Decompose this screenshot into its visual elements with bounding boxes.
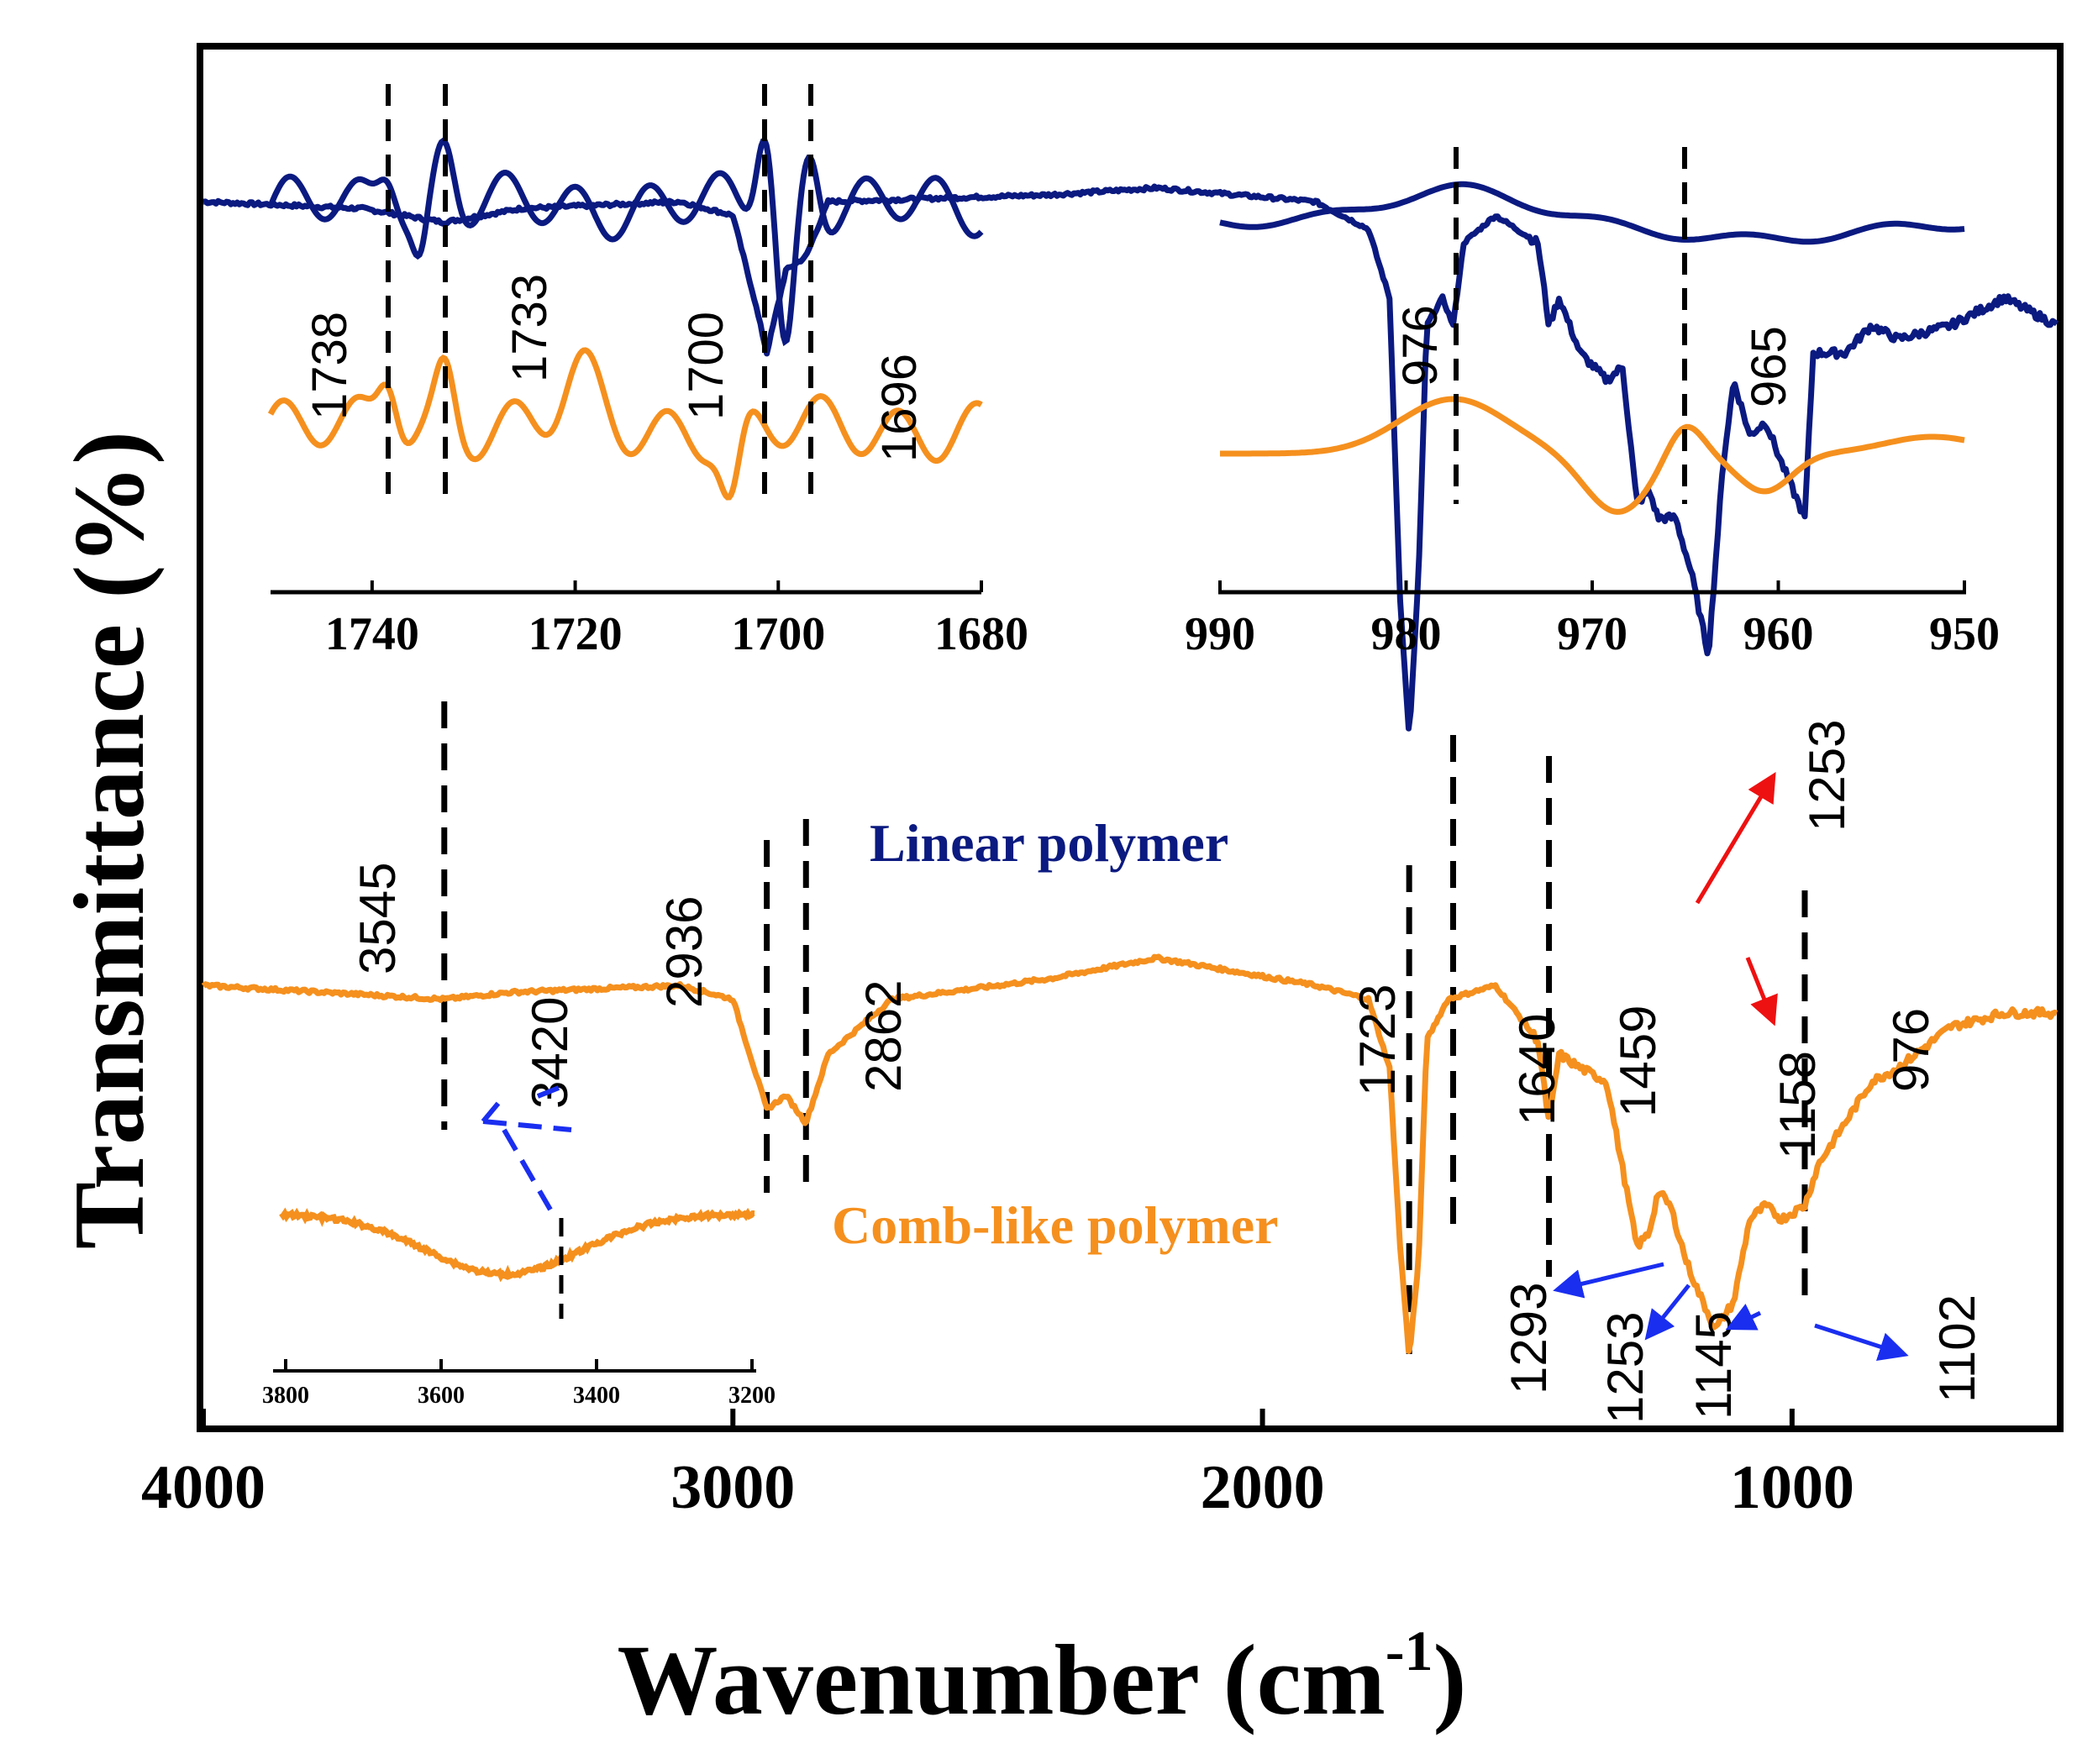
inset-label-1733: 1733	[502, 274, 557, 382]
x-axis-title-superscript: -1	[1386, 1619, 1433, 1683]
peak-label-976: 976	[1883, 1008, 1939, 1092]
x-axis-title: Wavenumber (cm-1)	[618, 1619, 1467, 1735]
red-arrow-1253	[1695, 771, 1776, 905]
series-line-linear-polymer	[202, 183, 2059, 732]
inset2-ticks-label-990: 990	[1185, 608, 1255, 660]
peak-label-3545: 3545	[350, 863, 406, 974]
inset3-ticks-label-3800: 3800	[262, 1383, 309, 1409]
peak-label-1459: 1459	[1610, 1005, 1666, 1117]
inset-hydroxyl-ticks: 3800 3600 3400 3200	[262, 1359, 776, 1409]
inset-hydroxyl-comb-line	[279, 1207, 755, 1283]
blue-dashed-zoom-lines	[481, 1085, 572, 1211]
peak-label-1102: 1102	[1929, 1294, 1985, 1403]
series-label-comb: Comb-like polymer	[832, 1195, 1279, 1255]
inset3-ticks-label-3600: 3600	[418, 1383, 465, 1409]
inset-label-1700: 1700	[679, 312, 734, 420]
plot-frame	[197, 43, 2064, 1432]
blue-arrow-1293	[1553, 1262, 1664, 1299]
blue-arrow-1145	[1725, 1304, 1762, 1331]
peak-label-1640: 1640	[1509, 1014, 1565, 1126]
peak-guide-lines	[441, 701, 1808, 1357]
series-label-linear: Linear polymer	[870, 813, 1228, 873]
x-axis-ticks: 4000 3000 2000 1000	[141, 1409, 1854, 1522]
inset-hydroxyl: 3800 3600 3400 3200	[262, 1207, 776, 1409]
inset2-ticks-label-970: 970	[1557, 608, 1627, 660]
inset-carbonyl-linear-line	[267, 137, 984, 347]
peak-label-1293: 1293	[1501, 1283, 1557, 1394]
inset-vinyl-comb-line	[1220, 396, 1965, 515]
inset-label-976: 976	[1393, 305, 1448, 386]
y-axis-title: Transmittance (%)	[53, 431, 165, 1249]
inset1-ticks-label-1700: 1700	[731, 608, 825, 660]
inset-vinyl-guides	[1454, 147, 1687, 504]
inset-label-1738: 1738	[302, 312, 357, 420]
blue-arrow-1253	[1644, 1284, 1691, 1341]
peak-label-1723: 1723	[1349, 984, 1406, 1096]
annotation-arrows	[481, 771, 1909, 1362]
inset1-ticks-label-1740: 1740	[325, 608, 419, 660]
blue-arrow-1102	[1814, 1323, 1909, 1362]
x-tick-label-4000: 4000	[141, 1453, 266, 1522]
inset1-ticks-label-1720: 1720	[528, 608, 623, 660]
inset3-ticks-label-3200: 3200	[728, 1383, 776, 1409]
inset-carbonyl: 1740 1720 1700 1680 1738 1733 1700 1696	[267, 84, 1028, 660]
series-line-comb-like-polymer	[201, 953, 2059, 1354]
x-tick-label-3000: 3000	[670, 1453, 795, 1522]
x-tick-label-2000: 2000	[1201, 1453, 1325, 1522]
peak-label-1158: 1158	[1769, 1051, 1826, 1159]
red-arrow-1158	[1745, 957, 1778, 1026]
inset2-ticks-label-980: 980	[1371, 608, 1442, 660]
inset3-ticks-label-3400: 3400	[573, 1383, 620, 1409]
inset-vinyl-ticks: 990 980 970 960 950	[1185, 580, 2000, 660]
inset2-ticks-label-950: 950	[1929, 608, 2000, 660]
inset-vinyl-linear-line	[1219, 181, 1965, 245]
inset-label-1696: 1696	[872, 354, 927, 462]
peak-label-2862: 2862	[855, 980, 912, 1092]
peak-label-1253-lower: 1253	[1597, 1312, 1654, 1424]
peak-label-1253-upper: 1253	[1799, 720, 1855, 832]
inset-carbonyl-guides	[386, 84, 813, 496]
inset2-ticks-label-960: 960	[1743, 608, 1814, 660]
inset-vinyl: 990 980 970 960 950 976 965	[1185, 147, 2000, 660]
inset-label-965: 965	[1742, 326, 1796, 407]
inset1-ticks-label-1680: 1680	[934, 608, 1028, 660]
inset-carbonyl-ticks: 1740 1720 1700 1680	[325, 580, 1028, 660]
peak-labels: 3545 3420 2936 2862 1723 1640 1459 1293 …	[350, 720, 1985, 1424]
peak-label-2936: 2936	[656, 896, 712, 1008]
x-tick-label-1000: 1000	[1730, 1453, 1854, 1522]
inset-carbonyl-comb-line	[267, 347, 983, 501]
